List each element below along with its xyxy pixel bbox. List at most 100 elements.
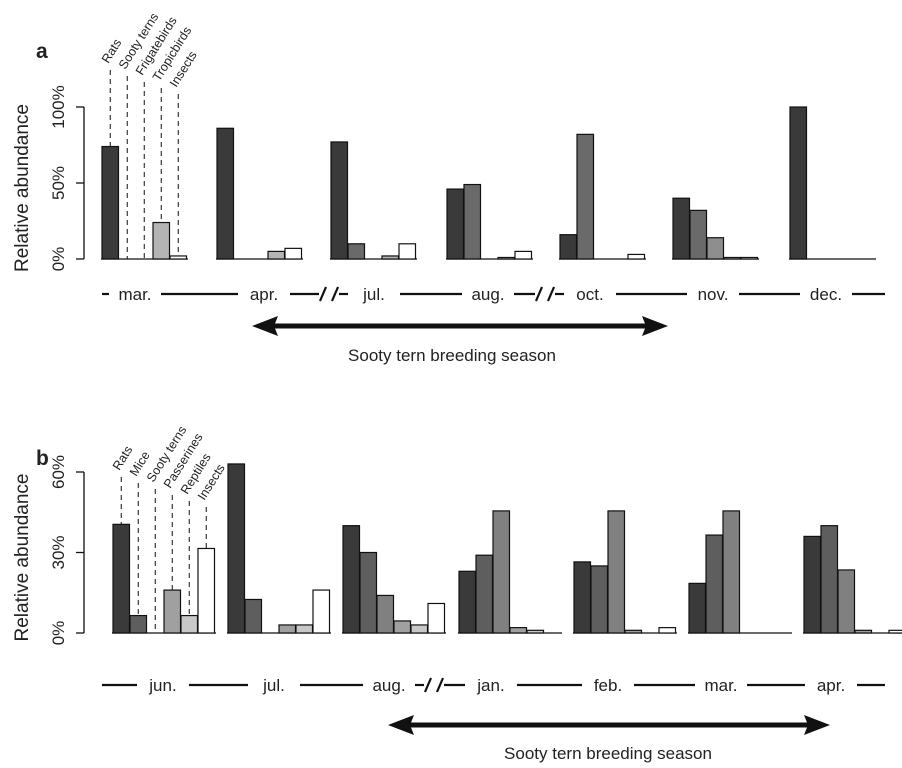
bar-group-jul bbox=[227, 463, 331, 634]
arrow-head-right bbox=[642, 316, 668, 336]
axis-break-mark bbox=[435, 677, 445, 693]
bar-reptiles bbox=[410, 624, 429, 634]
bar-rats bbox=[458, 570, 477, 634]
bar-rats bbox=[688, 582, 707, 634]
bar-mice bbox=[590, 565, 609, 634]
bar-sooty-terns bbox=[463, 183, 482, 260]
bar-reptiles bbox=[295, 624, 314, 634]
month-label: aug. bbox=[372, 676, 405, 695]
bar-group-jan bbox=[458, 510, 562, 634]
bar-sooty-terns bbox=[722, 510, 741, 634]
bar-tropicbirds bbox=[497, 256, 516, 260]
bar-insects bbox=[427, 602, 446, 634]
bar-insects bbox=[627, 253, 646, 260]
month-label: mar. bbox=[118, 285, 151, 304]
y-tick-label: 0% bbox=[49, 247, 68, 272]
bar-group-apr bbox=[803, 525, 902, 634]
bar-group-oct bbox=[559, 133, 646, 260]
bar-passerines bbox=[278, 624, 297, 634]
bar-group-apr bbox=[216, 127, 303, 260]
arrow-head-right bbox=[804, 715, 830, 735]
month-label: nov. bbox=[698, 285, 729, 304]
bar-mice bbox=[705, 534, 724, 634]
bar-rats bbox=[672, 197, 691, 260]
y-tick-label: 100% bbox=[49, 85, 68, 128]
bar-tropicbirds bbox=[381, 255, 400, 260]
bar-tropicbirds bbox=[267, 250, 286, 260]
bar-tropicbirds bbox=[152, 221, 171, 260]
month-label: apr. bbox=[817, 676, 845, 695]
bar-insects bbox=[740, 256, 759, 260]
bar-group-mar bbox=[101, 145, 188, 260]
month-label: aug. bbox=[471, 285, 504, 304]
month-label: dec. bbox=[810, 285, 842, 304]
bar-rats bbox=[330, 141, 349, 260]
bar-reptiles bbox=[526, 629, 545, 634]
bar-rats bbox=[342, 525, 361, 634]
bar-group-dec bbox=[789, 106, 876, 260]
bar-passerines bbox=[854, 629, 873, 634]
month-timeline: mar. apr. jul. aug. oct. nov. dec. bbox=[102, 285, 885, 304]
arrow-head-left bbox=[252, 316, 278, 336]
bar-insects bbox=[658, 627, 677, 634]
month-label: oct. bbox=[576, 285, 603, 304]
bar-sooty-terns bbox=[492, 510, 511, 634]
breeding-season-arrow bbox=[252, 316, 668, 336]
month-label: jun. bbox=[148, 676, 176, 695]
bar-sooty-terns bbox=[689, 209, 708, 260]
axis-break-mark bbox=[534, 286, 544, 302]
bar-sooty-terns bbox=[347, 243, 366, 260]
bar-rats bbox=[446, 188, 465, 260]
bar-insects bbox=[284, 247, 303, 260]
panel-label: b bbox=[36, 447, 49, 470]
bar-sooty-terns bbox=[576, 133, 595, 260]
bar-passerines bbox=[393, 620, 412, 634]
bar-mice bbox=[244, 598, 263, 634]
breeding-season-label: Sooty tern breeding season bbox=[504, 744, 712, 763]
bar-insects bbox=[197, 547, 216, 634]
bar-insects bbox=[169, 255, 188, 260]
bar-sooty-terns bbox=[607, 510, 626, 634]
bar-passerines bbox=[509, 627, 528, 634]
breeding-season-label: Sooty tern breeding season bbox=[348, 346, 556, 365]
bar-rats bbox=[101, 145, 120, 260]
bar-passerines bbox=[163, 589, 182, 634]
y-tick-label: 60% bbox=[49, 455, 68, 489]
month-label: feb. bbox=[594, 676, 622, 695]
y-axis-label: Relative abundance bbox=[12, 104, 33, 272]
bar-passerines bbox=[624, 629, 643, 634]
month-timeline: jun. jul. aug. jan. feb. mar. apr. bbox=[102, 676, 885, 695]
month-label: jan. bbox=[476, 676, 504, 695]
bar-rats bbox=[559, 234, 578, 260]
bar-insects bbox=[398, 243, 417, 260]
month-label: apr. bbox=[250, 285, 278, 304]
bar-tropicbirds bbox=[723, 256, 742, 260]
bar-sooty-terns bbox=[837, 569, 856, 634]
month-label: jul. bbox=[262, 676, 285, 695]
bar-mice bbox=[129, 614, 148, 634]
bar-mice bbox=[820, 525, 839, 634]
bar-sooty-terns bbox=[376, 594, 395, 634]
bar-mice bbox=[359, 551, 378, 634]
bar-rats bbox=[573, 561, 592, 634]
bar-rats bbox=[112, 523, 131, 634]
bar-group-aug bbox=[342, 525, 446, 634]
bar-insects bbox=[888, 629, 902, 634]
bar-rats bbox=[216, 127, 235, 260]
y-tick-label: 30% bbox=[49, 535, 68, 569]
bar-reptiles bbox=[180, 614, 199, 634]
month-label: jul. bbox=[362, 285, 385, 304]
y-tick-label: 50% bbox=[49, 166, 68, 200]
axis-break-mark bbox=[318, 286, 328, 302]
y-axis-label: Relative abundance bbox=[12, 474, 33, 642]
bar-mice bbox=[475, 554, 494, 634]
panel-label: a bbox=[36, 40, 48, 63]
bar-group-jun bbox=[112, 523, 216, 634]
bar-insects bbox=[312, 589, 331, 634]
bar-group-feb bbox=[573, 510, 677, 634]
month-label: mar. bbox=[704, 676, 737, 695]
bar-rats bbox=[227, 463, 246, 634]
bar-insects bbox=[514, 250, 533, 260]
